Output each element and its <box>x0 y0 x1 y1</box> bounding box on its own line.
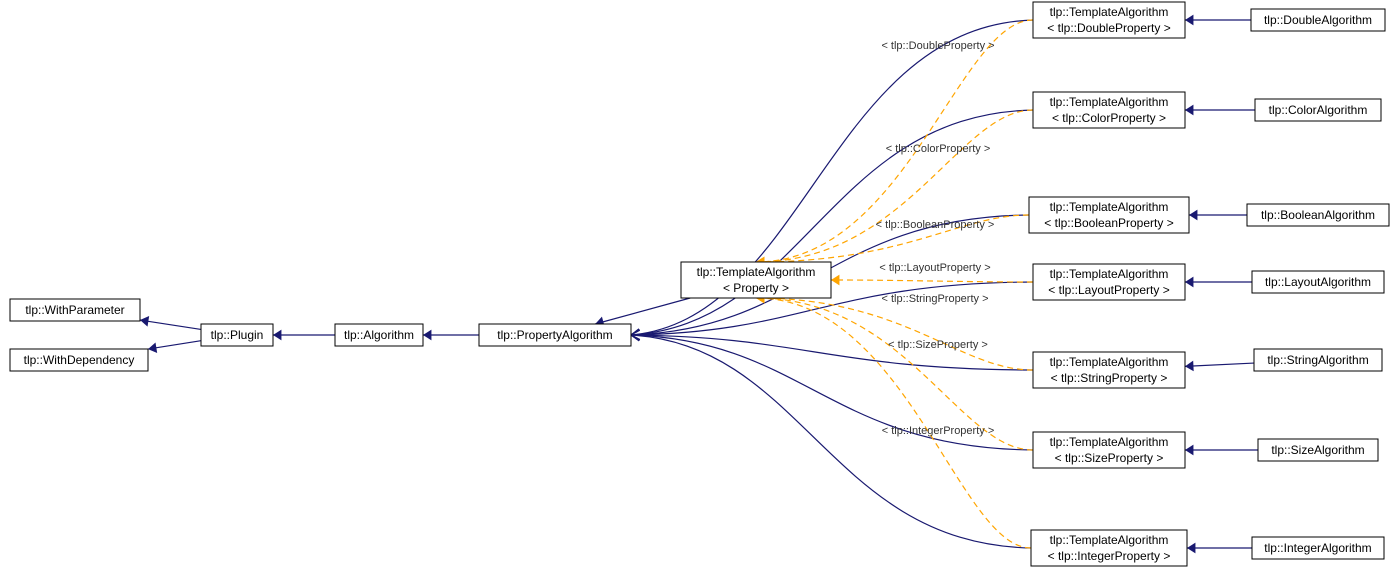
class-label: < tlp::StringProperty > <box>1051 371 1168 385</box>
class-label: tlp::TemplateAlgorithm <box>1050 200 1169 214</box>
class-label: tlp::TemplateAlgorithm <box>1050 355 1169 369</box>
template-param-label: < tlp::DoubleProperty > <box>881 40 994 52</box>
class-label: tlp::StringAlgorithm <box>1267 353 1368 367</box>
class-label: tlp::TemplateAlgorithm <box>1050 5 1169 19</box>
class-label: tlp::WithDependency <box>24 353 135 367</box>
class-label: tlp::WithParameter <box>25 303 124 317</box>
template-param-label: < tlp::LayoutProperty > <box>879 262 990 274</box>
class-label: tlp::TemplateAlgorithm <box>1050 533 1169 547</box>
class-label: tlp::SizeAlgorithm <box>1271 443 1364 457</box>
class-label: tlp::TemplateAlgorithm <box>1050 95 1169 109</box>
class-label: < tlp::DoubleProperty > <box>1047 21 1170 35</box>
class-label: < tlp::SizeProperty > <box>1055 451 1164 465</box>
class-label: tlp::Plugin <box>211 328 264 342</box>
class-label: tlp::TemplateAlgorithm <box>697 265 816 279</box>
class-label: tlp::LayoutAlgorithm <box>1265 275 1371 289</box>
class-label: < tlp::BooleanProperty > <box>1044 216 1173 230</box>
class-label: < tlp::ColorProperty > <box>1052 111 1166 125</box>
class-label: tlp::IntegerAlgorithm <box>1264 541 1371 555</box>
class-label: < tlp::LayoutProperty > <box>1048 283 1169 297</box>
class-label: tlp::Algorithm <box>344 328 414 342</box>
class-label: tlp::TemplateAlgorithm <box>1050 267 1169 281</box>
template-param-label: < tlp::SizeProperty > <box>888 339 988 351</box>
template-param-label: < tlp::IntegerProperty > <box>882 425 995 437</box>
inheritance-diagram: tlp::WithParametertlp::WithDependencytlp… <box>0 0 1397 579</box>
class-label: < tlp::IntegerProperty > <box>1048 549 1171 563</box>
class-label: tlp::BooleanAlgorithm <box>1261 208 1375 222</box>
class-label: tlp::PropertyAlgorithm <box>497 328 612 342</box>
class-label: tlp::TemplateAlgorithm <box>1050 435 1169 449</box>
template-param-label: < tlp::StringProperty > <box>882 293 989 305</box>
class-label: tlp::DoubleAlgorithm <box>1264 13 1372 27</box>
template-param-label: < tlp::ColorProperty > <box>886 143 991 155</box>
class-label: < Property > <box>723 281 789 295</box>
class-label: tlp::ColorAlgorithm <box>1269 103 1368 117</box>
template-param-label: < tlp::BooleanProperty > <box>876 219 995 231</box>
